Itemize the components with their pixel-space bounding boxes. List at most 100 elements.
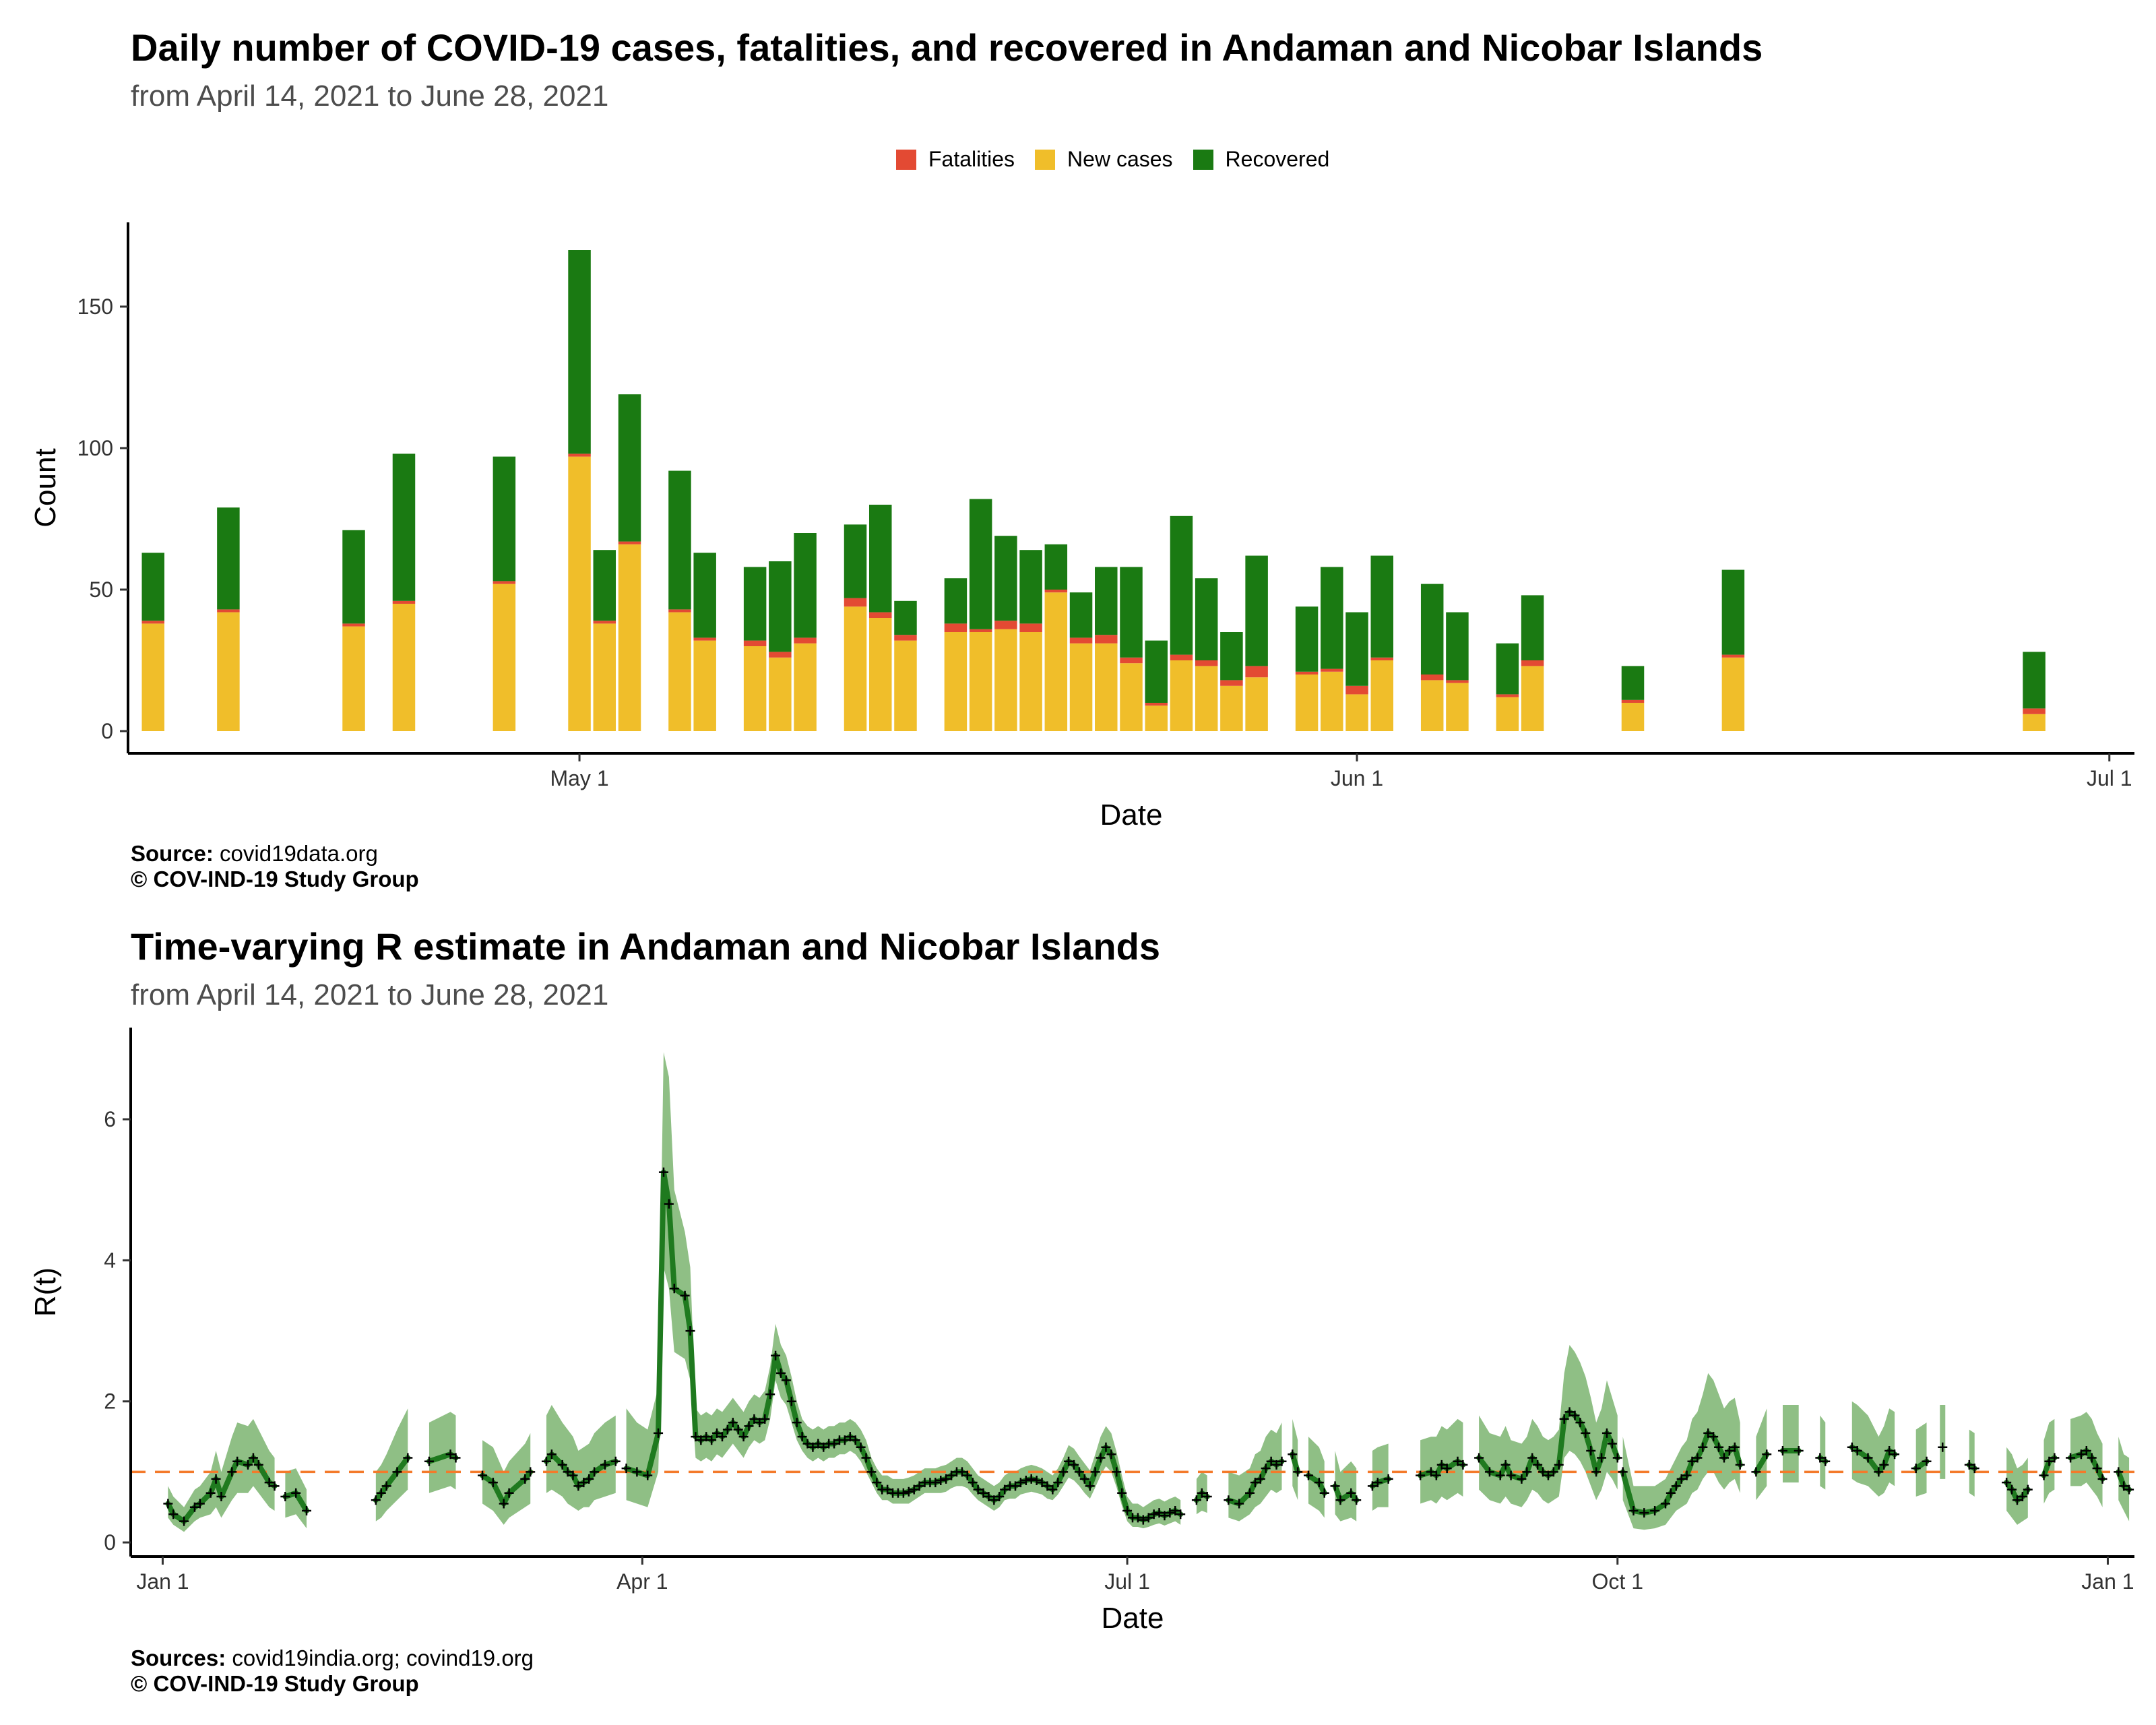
rt-point-marker bbox=[381, 1481, 391, 1491]
rt-point-marker bbox=[903, 1486, 914, 1497]
rt-point-marker bbox=[1884, 1446, 1895, 1455]
rt-point-marker bbox=[1527, 1453, 1537, 1463]
rt-point-marker bbox=[541, 1456, 551, 1466]
bar-fatalities bbox=[1220, 680, 1243, 686]
rt-point-marker bbox=[2114, 1467, 2124, 1477]
bar-recovered bbox=[894, 600, 917, 635]
rt-point-marker bbox=[680, 1290, 690, 1300]
rt-confidence-ribbon bbox=[285, 1468, 307, 1529]
bar-recovered bbox=[568, 250, 591, 454]
rt-point-marker bbox=[253, 1460, 263, 1470]
rt-confidence-ribbon bbox=[1969, 1429, 1975, 1497]
y-tick-label: 50 bbox=[89, 577, 113, 602]
rt-point-marker bbox=[872, 1478, 882, 1488]
rt-point-marker bbox=[1618, 1467, 1628, 1477]
rt-confidence-ribbon bbox=[1372, 1443, 1389, 1511]
rt-point-marker bbox=[643, 1470, 653, 1480]
rt-point-marker bbox=[775, 1368, 786, 1378]
rt-point-marker bbox=[1085, 1481, 1095, 1491]
bar-recovered bbox=[668, 470, 691, 610]
rt-point-marker bbox=[2119, 1481, 2129, 1491]
bar-fatalities bbox=[868, 612, 892, 618]
bar-recovered bbox=[794, 533, 817, 638]
rt-point-marker bbox=[1160, 1511, 1170, 1521]
rt-point-marker bbox=[1165, 1508, 1175, 1518]
rt-point-marker bbox=[1794, 1446, 1804, 1455]
rt-confidence-ribbon bbox=[1756, 1408, 1767, 1501]
bar-recovered bbox=[593, 550, 616, 621]
rt-point-marker bbox=[1591, 1467, 1602, 1477]
bar-recovered bbox=[1069, 592, 1093, 638]
rt-point-marker bbox=[1506, 1470, 1516, 1480]
rt-confidence-ribbon bbox=[1940, 1404, 1946, 1479]
bar-new-cases bbox=[1521, 666, 1544, 731]
rt-point-marker bbox=[504, 1488, 514, 1498]
rt-point-marker bbox=[1000, 1484, 1010, 1495]
rt-point-marker bbox=[621, 1464, 631, 1474]
bar-recovered bbox=[868, 505, 892, 613]
rt-point-marker bbox=[968, 1478, 978, 1488]
rt-estimate-line bbox=[1753, 1451, 1770, 1475]
rt-point-marker bbox=[962, 1470, 972, 1480]
bar-recovered bbox=[1195, 578, 1218, 660]
rt-point-marker bbox=[760, 1414, 770, 1424]
rt-confidence-ribbon bbox=[1782, 1404, 1799, 1483]
rt-point-marker bbox=[1069, 1460, 1079, 1470]
rt-point-marker bbox=[744, 1421, 754, 1431]
bar-fatalities bbox=[1446, 680, 1469, 683]
rt-point-marker bbox=[584, 1474, 594, 1484]
rt-point-marker bbox=[1890, 1449, 1900, 1460]
rt-point-marker bbox=[1096, 1453, 1106, 1463]
rt-point-marker bbox=[808, 1442, 818, 1452]
rt-point-marker bbox=[722, 1424, 732, 1435]
bar-recovered bbox=[1420, 584, 1444, 675]
rt-point-marker bbox=[1117, 1488, 1127, 1498]
bar-recovered bbox=[1220, 632, 1243, 681]
rt-point-marker bbox=[264, 1478, 274, 1488]
rt-point-marker bbox=[568, 1470, 578, 1480]
rt-point-marker bbox=[546, 1449, 557, 1460]
rt-point-marker bbox=[1352, 1495, 1362, 1505]
rt-point-marker bbox=[1042, 1481, 1052, 1491]
rt-point-marker bbox=[1416, 1470, 1426, 1480]
rt-point-marker bbox=[1543, 1470, 1553, 1480]
bar-new-cases bbox=[217, 612, 240, 731]
rt-point-marker bbox=[1122, 1505, 1133, 1515]
rt-point-marker bbox=[1112, 1467, 1122, 1477]
rt-point-marker bbox=[1650, 1505, 1660, 1515]
rt-point-marker bbox=[738, 1432, 749, 1442]
rt-point-marker bbox=[1431, 1470, 1441, 1480]
rt-point-marker bbox=[2002, 1478, 2012, 1488]
bar-new-cases bbox=[769, 657, 792, 731]
rt-point-marker bbox=[1138, 1515, 1148, 1525]
legend-item-recovered: Recovered bbox=[1193, 147, 1329, 172]
rt-point-marker bbox=[520, 1474, 530, 1484]
rt-point-marker bbox=[839, 1435, 850, 1445]
bar-fatalities bbox=[2023, 708, 2046, 714]
rt-point-marker bbox=[1586, 1446, 1596, 1455]
bar-new-cases bbox=[1321, 671, 1343, 731]
rt-point-marker bbox=[1176, 1509, 1186, 1519]
rt-point-marker bbox=[1874, 1467, 1884, 1477]
rt-point-marker bbox=[1533, 1460, 1543, 1470]
rt-point-marker bbox=[1724, 1446, 1734, 1455]
rt-point-marker bbox=[989, 1495, 999, 1505]
bar-recovered bbox=[1170, 515, 1193, 655]
bar-recovered bbox=[1370, 555, 1394, 658]
bar-new-cases bbox=[1220, 685, 1243, 731]
rt-point-marker bbox=[765, 1389, 775, 1400]
bar-fatalities bbox=[618, 541, 641, 544]
rt-point-marker bbox=[829, 1439, 839, 1449]
rt-point-marker bbox=[1191, 1495, 1201, 1505]
rt-confidence-ribbon bbox=[2070, 1412, 2103, 1507]
rt-point-marker bbox=[1852, 1446, 1862, 1455]
rt-point-marker bbox=[600, 1460, 610, 1470]
rt-point-marker bbox=[1581, 1428, 1591, 1438]
rt-point-marker bbox=[696, 1435, 706, 1445]
rt-point-marker bbox=[1762, 1449, 1772, 1460]
bar-fatalities bbox=[994, 621, 1017, 629]
rt-point-marker bbox=[1367, 1481, 1377, 1491]
rt-point-marker bbox=[1964, 1460, 1974, 1470]
bar-recovered bbox=[1145, 640, 1168, 703]
bar-new-cases bbox=[868, 618, 892, 731]
